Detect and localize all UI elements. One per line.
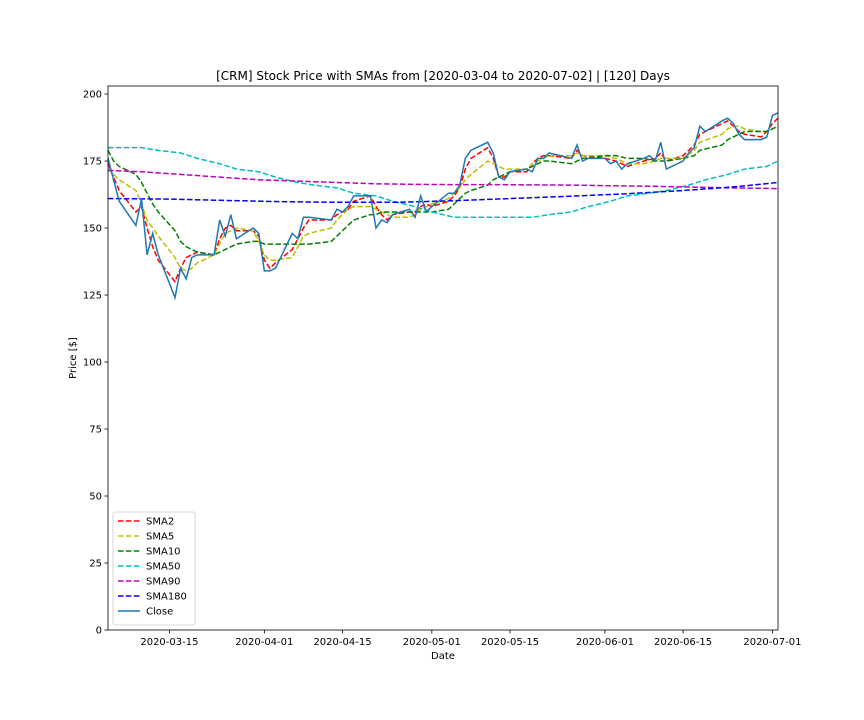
y-tick-label: 200 — [83, 90, 102, 101]
x-tick-label: 2020-06-15 — [654, 637, 712, 648]
legend-label-sma180: SMA180 — [146, 592, 187, 603]
y-tick-label: 50 — [89, 492, 102, 503]
series-line-sma50 — [108, 146, 779, 219]
x-axis-label: Date — [431, 651, 455, 662]
legend: SMA2 SMA5 SMA10 SMA50 SMA90 SMA180 Close — [112, 511, 196, 626]
y-tick-label: 100 — [83, 358, 102, 369]
y-tick-label: 175 — [83, 157, 102, 168]
y-tick-label: 125 — [83, 291, 102, 302]
legend-label-sma5: SMA5 — [146, 532, 174, 543]
x-tick-label: 2020-05-15 — [481, 637, 539, 648]
legend-label-sma2: SMA2 — [146, 517, 174, 528]
legend-label-sma50: SMA50 — [146, 562, 181, 573]
y-tick-label: 150 — [83, 224, 102, 235]
x-tick-label: 2020-07-01 — [743, 637, 801, 648]
axes-frame — [107, 85, 779, 631]
x-tick-label: 2020-05-01 — [403, 637, 461, 648]
series-line-sma90 — [107, 169, 779, 190]
y-tick-label: 0 — [96, 626, 102, 637]
legend-label-sma90: SMA90 — [146, 577, 181, 588]
series-line-close — [107, 112, 779, 301]
x-tick-label: 2020-03-15 — [140, 637, 198, 648]
y-axis-label: Price [$] — [68, 337, 79, 379]
legend-label-close: Close — [146, 607, 173, 618]
y-tick-label: 25 — [89, 559, 102, 570]
x-tick-label: 2020-06-01 — [576, 637, 634, 648]
legend-box — [112, 511, 196, 626]
y-tick-label: 75 — [89, 425, 102, 436]
chart-title: [CRM] Stock Price with SMAs from [2020-0… — [216, 69, 670, 83]
series-line-sma5 — [107, 125, 779, 272]
x-tick-label: 2020-04-01 — [235, 637, 293, 648]
plot-area: 2020-03-15 2020-04-01 2020-04-15 2020-05-01… — [83, 85, 801, 648]
x-tick-label: 2020-04-15 — [313, 637, 371, 648]
legend-label-sma10: SMA10 — [146, 547, 181, 558]
